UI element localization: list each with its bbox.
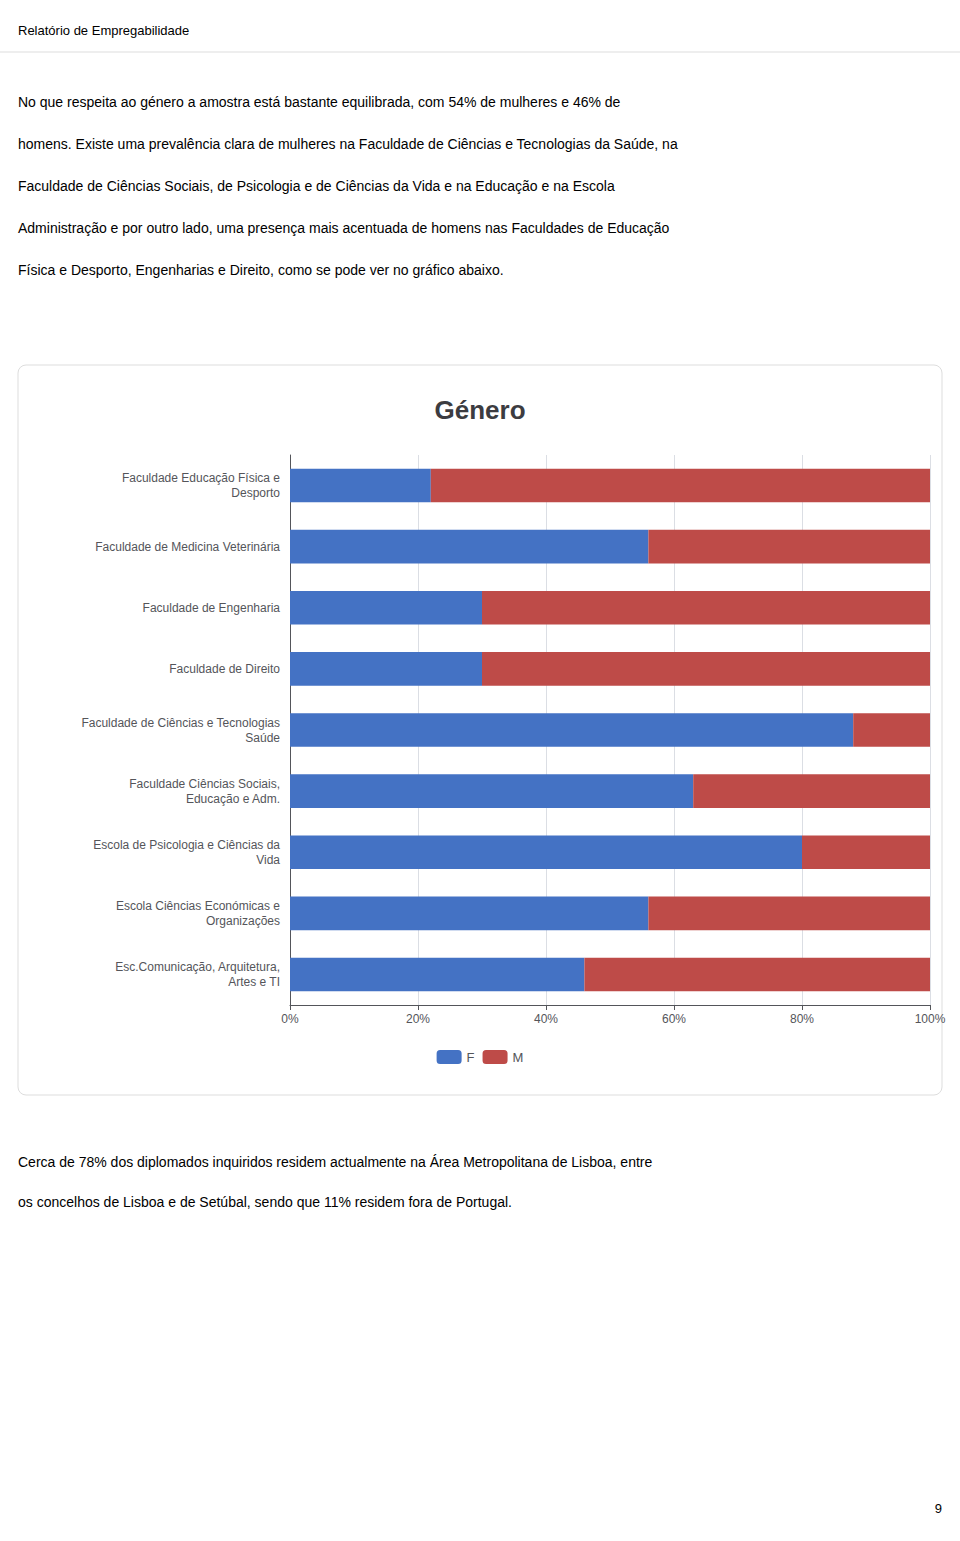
svg-text:Faculdade de Medicina Veteriná: Faculdade de Medicina Veterinária bbox=[95, 540, 280, 554]
svg-text:homens. Existe uma prevalência: homens. Existe uma prevalência clara de … bbox=[18, 136, 678, 152]
svg-text:Faculdade de Direito: Faculdade de Direito bbox=[169, 662, 280, 676]
svg-text:0%: 0% bbox=[281, 1012, 299, 1026]
svg-text:os concelhos de Lisboa e de Se: os concelhos de Lisboa e de Setúbal, sen… bbox=[18, 1194, 512, 1210]
svg-text:No que respeita ao género a am: No que respeita ao género a amostra está… bbox=[18, 94, 621, 110]
svg-text:M: M bbox=[513, 1050, 524, 1065]
svg-text:Faculdade de Engenharia: Faculdade de Engenharia bbox=[143, 601, 281, 615]
svg-text:Género: Género bbox=[434, 395, 525, 425]
svg-text:Artes e TI: Artes e TI bbox=[228, 975, 280, 989]
svg-text:Escola de Psicologia e Ciência: Escola de Psicologia e Ciências da bbox=[93, 838, 280, 852]
svg-text:20%: 20% bbox=[406, 1012, 430, 1026]
svg-text:Saúde: Saúde bbox=[245, 731, 280, 745]
svg-text:60%: 60% bbox=[662, 1012, 686, 1026]
svg-text:Faculdade Ciências Sociais,: Faculdade Ciências Sociais, bbox=[129, 777, 280, 791]
svg-text:Cerca de 78% dos diplomados in: Cerca de 78% dos diplomados inquiridos r… bbox=[18, 1154, 652, 1170]
svg-text:Faculdade de Ciências Sociais,: Faculdade de Ciências Sociais, de Psicol… bbox=[18, 178, 615, 194]
svg-text:Vida: Vida bbox=[256, 853, 280, 867]
svg-text:Desporto: Desporto bbox=[231, 486, 280, 500]
svg-text:F: F bbox=[467, 1050, 475, 1065]
svg-text:Faculdade de Ciências e Tecnol: Faculdade de Ciências e Tecnologias bbox=[81, 716, 280, 730]
svg-text:Esc.Comunicação, Arquitetura,: Esc.Comunicação, Arquitetura, bbox=[115, 960, 280, 974]
svg-text:Relatório de Empregabilidade: Relatório de Empregabilidade bbox=[18, 23, 189, 38]
svg-text:9: 9 bbox=[935, 1501, 942, 1516]
svg-text:Administração e por outro lado: Administração e por outro lado, uma pres… bbox=[18, 220, 670, 236]
svg-text:100%: 100% bbox=[915, 1012, 946, 1026]
svg-text:Educação e Adm.: Educação e Adm. bbox=[186, 792, 280, 806]
svg-text:Faculdade Educação Física e: Faculdade Educação Física e bbox=[122, 471, 280, 485]
svg-text:Física e Desporto, Engenharias: Física e Desporto, Engenharias e Direito… bbox=[18, 262, 504, 278]
svg-text:Organizações: Organizações bbox=[206, 914, 280, 928]
svg-text:40%: 40% bbox=[534, 1012, 558, 1026]
svg-text:80%: 80% bbox=[790, 1012, 814, 1026]
svg-text:Escola Ciências Económicas e: Escola Ciências Económicas e bbox=[116, 899, 280, 913]
